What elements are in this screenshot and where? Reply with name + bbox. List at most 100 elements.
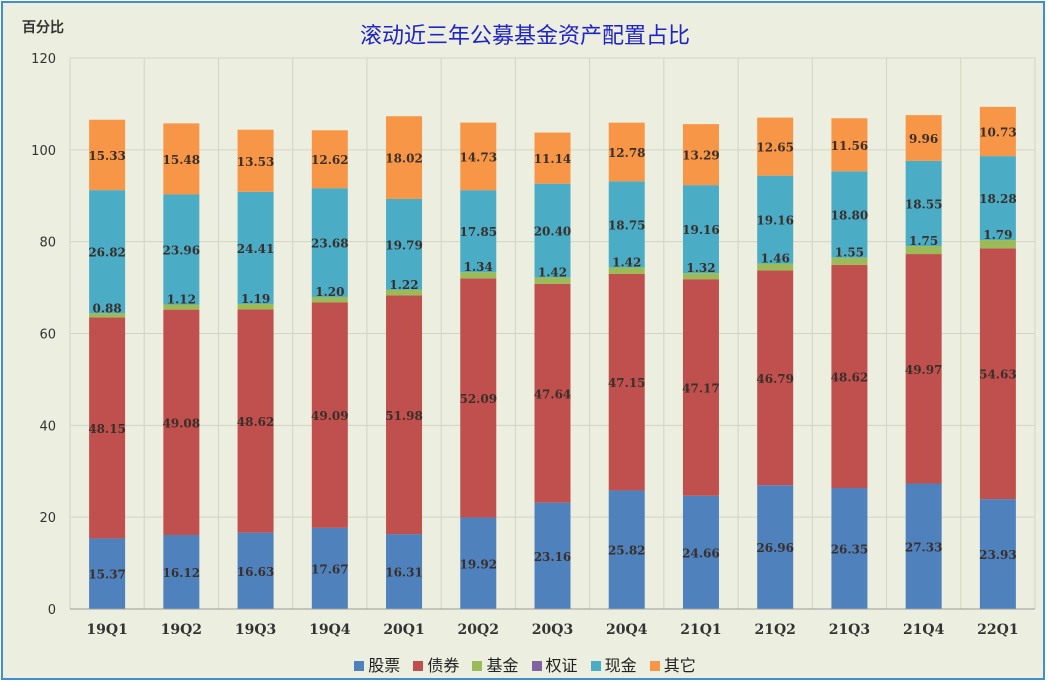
y-tick-label: 100 <box>31 144 56 159</box>
data-label: 23.93 <box>979 548 1017 562</box>
bar-segment <box>905 254 942 484</box>
bar-segment <box>237 309 274 533</box>
legend-label-bonds: 债券 <box>427 656 460 675</box>
legend-label-cash: 现金 <box>604 656 637 675</box>
data-label: 1.34 <box>464 260 493 274</box>
x-tick-label: 19Q1 <box>86 622 127 638</box>
data-label: 49.08 <box>163 416 201 430</box>
x-tick-label: 22Q1 <box>977 622 1018 638</box>
bar-segment <box>311 130 348 189</box>
data-label: 19.79 <box>385 238 423 252</box>
data-label: 25.82 <box>608 544 646 558</box>
bar-segment <box>682 124 719 186</box>
x-tick-label: 19Q3 <box>235 622 276 638</box>
data-label: 10.73 <box>979 125 1017 139</box>
bar-segment <box>608 490 645 609</box>
bar-segment <box>905 246 942 255</box>
bar-segment <box>757 117 794 176</box>
data-label: 20.40 <box>534 225 572 239</box>
data-label: 49.09 <box>311 409 349 423</box>
data-label: 16.12 <box>163 566 201 580</box>
x-tick-label: 21Q3 <box>829 622 870 638</box>
y-tick-label: 120 <box>31 52 56 67</box>
bar-segment <box>386 289 423 296</box>
data-label: 1.19 <box>241 292 270 306</box>
bar-segment <box>905 115 942 161</box>
data-label: 19.92 <box>459 557 497 571</box>
y-tick-label: 40 <box>39 419 56 434</box>
bar-segment <box>460 517 497 609</box>
bar-segment <box>386 198 423 290</box>
bar-segment <box>460 122 497 191</box>
data-label: 1.46 <box>761 252 790 266</box>
data-label: 0.88 <box>92 301 121 315</box>
data-label: 1.42 <box>538 265 567 279</box>
bar-segment <box>757 263 794 271</box>
bar-segment <box>608 122 645 182</box>
data-label: 18.80 <box>831 208 869 222</box>
data-label: 23.96 <box>163 243 201 257</box>
legend-label-funds: 基金 <box>486 656 519 675</box>
bar-segment <box>163 534 200 609</box>
bar-segment <box>460 272 497 279</box>
data-label-layer: 15.37 48.15 0.88 26.82 15.33 16.12 49.08 1.12 23… <box>88 125 1016 581</box>
legend-item-funds: 基金 <box>472 652 518 676</box>
data-label: 24.41 <box>237 242 275 256</box>
data-label: 1.42 <box>612 255 641 269</box>
bar-segment <box>905 483 942 609</box>
bar-segment <box>682 185 719 274</box>
data-label: 24.66 <box>682 546 720 560</box>
data-label: 13.53 <box>237 155 275 169</box>
data-label: 16.31 <box>385 566 423 580</box>
data-label: 23.16 <box>534 550 572 564</box>
data-label: 15.33 <box>88 149 126 163</box>
chart-title: 滚动近三年公募基金资产配置占比 <box>359 24 690 49</box>
x-tick-label: 19Q4 <box>309 622 351 638</box>
bar-segment <box>89 317 126 539</box>
bar-segment <box>89 190 126 314</box>
x-tick-label: 20Q4 <box>606 622 648 638</box>
bar-segment <box>237 532 274 609</box>
data-label: 1.22 <box>389 278 418 292</box>
data-label: 54.63 <box>979 368 1017 382</box>
x-tick-label: 20Q2 <box>458 622 499 638</box>
data-label: 47.64 <box>534 387 572 401</box>
y-tick-label: 80 <box>39 236 56 251</box>
bar-segment <box>534 283 571 503</box>
bar-segment <box>163 123 200 195</box>
axis-layer: 0 20 40 60 80 100 120 19Q1 19Q2 19Q3 19Q4 20Q1 20Q2 2… <box>31 52 1035 638</box>
bar-segment <box>979 106 1016 157</box>
legend-item-other: 其它 <box>649 652 696 676</box>
legend-label-other: 其它 <box>663 656 696 675</box>
y-tick-label: 60 <box>39 328 56 343</box>
bar-segment <box>89 538 126 609</box>
bar-segment <box>979 248 1016 500</box>
bar-segment <box>757 485 794 609</box>
legend-swatch-other <box>649 661 660 671</box>
bar-segment <box>237 303 274 310</box>
x-tick-label: 21Q2 <box>754 622 795 638</box>
data-label: 26.96 <box>756 541 794 555</box>
bar-segment <box>237 191 274 304</box>
bar-segment <box>89 119 126 191</box>
data-label: 15.37 <box>88 568 126 582</box>
bar-segment <box>905 160 942 247</box>
legend-label-warrants: 权证 <box>545 656 578 675</box>
data-label: 26.82 <box>88 246 126 260</box>
data-label: 9.96 <box>909 132 938 146</box>
bar-segment <box>534 132 571 184</box>
data-label: 51.98 <box>385 409 423 423</box>
data-label: 18.28 <box>979 192 1017 206</box>
legend-swatch-funds <box>472 661 483 671</box>
data-label: 48.15 <box>88 422 126 436</box>
data-label: 18.55 <box>905 197 943 211</box>
y-axis-label: 百分比 <box>22 20 64 36</box>
bar-segment <box>386 534 423 609</box>
bar-segment <box>757 270 794 486</box>
data-label: 47.15 <box>608 376 646 390</box>
data-label: 12.78 <box>608 146 646 160</box>
y-tick-label: 20 <box>39 511 56 526</box>
legend-label-stocks: 股票 <box>368 656 401 675</box>
bar-segment <box>311 302 348 528</box>
data-label: 18.02 <box>385 152 423 166</box>
